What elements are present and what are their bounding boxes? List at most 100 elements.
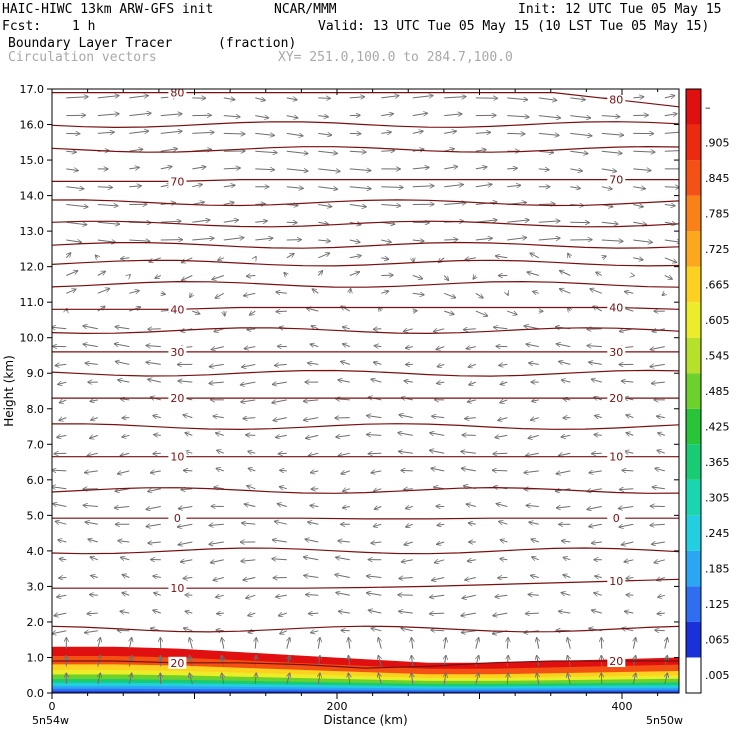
contour-label: 20	[609, 655, 623, 668]
circulation-vector	[558, 611, 571, 613]
circulation-vector	[537, 638, 539, 649]
circulation-vector	[98, 638, 101, 649]
circulation-vector	[255, 257, 256, 258]
circulation-vector	[625, 451, 634, 453]
circulation-vector	[559, 361, 571, 364]
circulation-vector	[153, 576, 161, 578]
circulation-vector	[243, 418, 256, 419]
circulation-vector	[129, 673, 131, 685]
y-tick-label: 3.0	[27, 580, 45, 593]
circulation-vector	[381, 291, 388, 293]
circulation-vector	[500, 540, 508, 542]
circulation-vector	[437, 382, 445, 383]
circulation-vector	[215, 292, 225, 298]
circulation-vector	[462, 594, 476, 598]
circulation-vector	[115, 489, 130, 492]
contour-label: 20	[170, 392, 184, 405]
circulation-vector	[590, 289, 602, 294]
circulation-vector	[601, 638, 602, 649]
circulation-vector	[465, 578, 476, 581]
circulation-vector	[570, 169, 582, 171]
circulation-vector	[567, 673, 570, 685]
circulation-vector	[430, 595, 445, 597]
circulation-vector	[350, 289, 351, 294]
circulation-vector	[404, 542, 413, 545]
circulation-vector	[338, 611, 350, 613]
colorbar-swatch	[686, 266, 701, 303]
contour-label: 10	[609, 575, 623, 588]
circulation-vector	[368, 453, 382, 454]
circulation-vector	[318, 655, 320, 667]
circulation-vector	[531, 418, 539, 421]
contour-label: 80	[609, 94, 623, 107]
circulation-vector	[278, 453, 287, 454]
circulation-vector	[336, 557, 350, 560]
circulation-vector	[66, 169, 78, 171]
circulation-vector	[371, 542, 382, 543]
circulation-vector	[84, 471, 98, 473]
circulation-vector	[493, 613, 508, 616]
y-tick-label: 16.0	[20, 119, 45, 132]
circulation-vector	[496, 504, 508, 507]
fcst-value: 1 h	[72, 19, 96, 34]
circulation-vector	[97, 288, 110, 294]
circulation-vector	[444, 673, 446, 685]
circulation-vector	[431, 630, 445, 631]
circulation-vector	[444, 203, 466, 205]
circulation-vector	[466, 504, 476, 507]
circulation-vector	[626, 415, 634, 418]
circulation-vector	[475, 238, 493, 240]
circulation-vector	[399, 415, 413, 419]
circulation-vector	[349, 187, 371, 189]
contour-label-bg	[607, 345, 626, 358]
circulation-vector	[246, 435, 256, 436]
circulation-vector	[318, 98, 330, 99]
contour-line	[52, 145, 679, 153]
circulation-vector	[507, 673, 508, 685]
contour-label-bg	[168, 656, 187, 669]
circulation-vector	[153, 610, 161, 613]
contour-label: 0	[613, 512, 620, 525]
circulation-vector	[280, 470, 287, 471]
circulation-vector	[444, 240, 458, 241]
circulation-vector	[367, 416, 382, 418]
circulation-vector	[378, 638, 381, 649]
colorbar-label: .365	[705, 456, 730, 469]
circulation-vector	[524, 471, 539, 473]
circulation-vector	[160, 221, 181, 222]
circulation-vector	[98, 673, 101, 685]
contour-label: 30	[170, 346, 184, 359]
circulation-vector	[53, 504, 67, 507]
circulation-vector	[129, 291, 139, 294]
circulation-vector	[286, 151, 308, 153]
circulation-vector	[129, 96, 148, 98]
contour-label-bg	[607, 301, 626, 314]
circulation-vector	[115, 361, 130, 365]
circulation-vector	[367, 593, 382, 596]
circulation-vector	[399, 611, 413, 613]
circulation-vector	[66, 97, 88, 98]
colorbar-swatch	[686, 89, 701, 125]
circulation-vector	[241, 560, 256, 562]
circulation-vector	[222, 673, 224, 685]
circulation-vector	[412, 167, 429, 169]
circulation-vector	[97, 132, 115, 133]
circulation-vector	[657, 613, 665, 614]
contour-label: 80	[170, 87, 184, 100]
circulation-vector	[601, 240, 623, 241]
circulation-vector	[66, 289, 76, 294]
circulation-vector	[129, 275, 130, 276]
circulation-vector	[401, 470, 413, 471]
circulation-vector	[222, 655, 224, 667]
circulation-vector	[507, 185, 520, 187]
circulation-vector	[242, 523, 256, 524]
circulation-vector	[381, 96, 399, 98]
circulation-vector	[568, 253, 571, 258]
circulation-vector	[595, 576, 602, 578]
circulation-vector	[498, 418, 508, 421]
circulation-vector	[54, 453, 67, 454]
circulation-vector	[531, 575, 539, 577]
circulation-vector	[55, 364, 67, 365]
circulation-vector	[499, 521, 508, 524]
circulation-vector	[412, 113, 428, 116]
